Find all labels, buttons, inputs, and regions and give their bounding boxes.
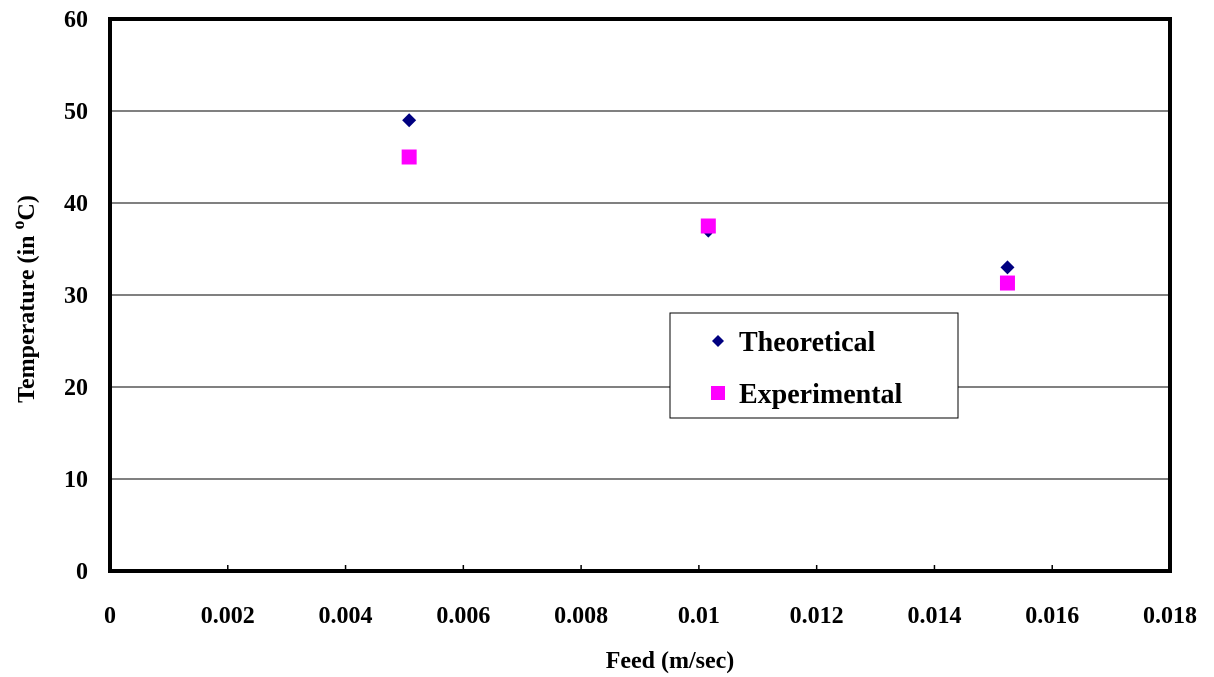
x-tick-labels: 0 0.002 0.004 0.006 0.008 0.01 0.012 0.014 0.016… [104,603,1197,629]
y-axis-title-prefix: Temperature (in [14,230,40,403]
y-tick-labels: 0 10 20 30 40 50 60 [64,7,88,585]
legend: Theoretical Experimental [669,312,959,419]
legend-label-theoretical: Theoretical [739,327,876,358]
y-tick-label: 40 [64,191,88,217]
legend-marker-theoretical [712,335,724,347]
point-experimental-0 [401,149,417,165]
y-tick-label: 50 [64,99,88,125]
y-tick-label: 30 [64,283,88,309]
x-tick-label: 0.014 [907,603,961,629]
y-axis-title: Temperature (in oC) [8,195,40,403]
point-experimental-1 [700,218,716,234]
y-tick-label: 60 [64,7,88,33]
legend-box [669,312,959,419]
x-tick-label: 0.004 [319,603,373,629]
legend-marker-experimental [711,386,725,400]
x-tick-label: 0.01 [678,603,720,629]
x-tick-label: 0 [104,603,116,629]
point-theoretical-2 [1000,260,1015,275]
point-theoretical-0 [402,113,417,128]
x-tick-label: 0.012 [790,603,844,629]
x-axis-title: Feed (m/sec) [606,648,735,674]
x-tick-label: 0.006 [436,603,490,629]
y-tick-label: 0 [76,559,88,585]
x-tick-label: 0.018 [1143,603,1197,629]
x-tick-label: 0.008 [554,603,608,629]
y-tick-label: 10 [64,467,88,493]
point-experimental-2 [999,275,1015,291]
x-tick-label: 0.002 [201,603,255,629]
legend-label-experimental: Experimental [739,379,903,410]
data-points [401,113,1015,291]
y-tick-label: 20 [64,375,88,401]
y-axis-title-suffix: C) [14,195,40,220]
x-tick-label: 0.016 [1025,603,1079,629]
y-axis-title-superscript: o [8,221,28,230]
plot-area [108,17,1172,573]
gridlines [110,110,1170,480]
